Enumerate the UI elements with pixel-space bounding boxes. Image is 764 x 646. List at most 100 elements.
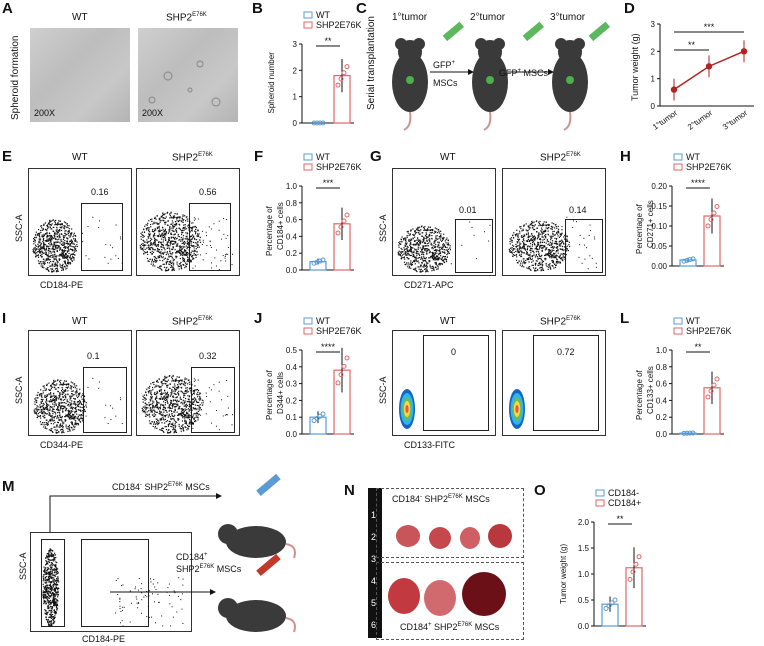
- flow-dot: [45, 389, 47, 391]
- flow-dot: [523, 224, 525, 226]
- flow-dot: [165, 426, 167, 428]
- flow-dot: [62, 429, 64, 431]
- flow-dot: [527, 267, 529, 270]
- flow-dot: [62, 402, 64, 404]
- flow-dot: [430, 229, 433, 231]
- flow-dot: [178, 418, 180, 420]
- flow-dot: [166, 252, 168, 254]
- data-point: [338, 76, 344, 82]
- flow-dot: [197, 408, 199, 410]
- flow-dot: [519, 244, 521, 246]
- flow-dot: [46, 428, 48, 430]
- flow-dot: [431, 247, 433, 249]
- flow-dot: [553, 249, 555, 252]
- flow-dot: [148, 246, 150, 248]
- flow-dot: [436, 255, 438, 257]
- flow-dot: [540, 264, 542, 266]
- flow-dot: [68, 424, 71, 426]
- flow-dot: [54, 232, 56, 235]
- flow-dot: [65, 426, 67, 428]
- flow-dot: [162, 219, 164, 221]
- flow-dot: [158, 390, 161, 393]
- panel-i-ylabel: SSC-A: [14, 376, 24, 404]
- flow-dot: [63, 255, 65, 257]
- flow-dot: [36, 255, 38, 257]
- flow-dot: [57, 247, 59, 249]
- flow-dot: [535, 247, 537, 249]
- flow-dot: [177, 419, 179, 421]
- flow-dot: [148, 228, 150, 230]
- flow-dot: [417, 248, 419, 250]
- flow-dot: [488, 240, 490, 242]
- flow-dot: [67, 250, 69, 252]
- flow-dot: [198, 394, 200, 396]
- flow-dot: [54, 268, 57, 270]
- flow-dot: [159, 397, 162, 400]
- flow-dot: [182, 383, 184, 385]
- flow-dot: [182, 428, 184, 430]
- flow-dot: [176, 386, 179, 389]
- flow-dot: [148, 220, 150, 222]
- flow-dots: [32, 216, 123, 273]
- flow-dot: [515, 253, 518, 256]
- flow-dot: [435, 243, 437, 245]
- flow-dot: [53, 596, 55, 598]
- flow-dot: [48, 601, 51, 603]
- flow-dot: [516, 245, 518, 247]
- flow-dot: [70, 234, 72, 236]
- flow-dot: [149, 235, 151, 237]
- flow-dot: [92, 377, 94, 379]
- flow-dot: [405, 264, 407, 266]
- flow-dot: [531, 220, 533, 223]
- flow-dot: [67, 247, 69, 249]
- flow-dot: [51, 237, 53, 240]
- flow-dot: [50, 418, 52, 420]
- flow-dot: [168, 375, 171, 377]
- flow-dot: [62, 407, 65, 410]
- mouse-3: [552, 38, 588, 131]
- flow-dot: [178, 400, 180, 402]
- flow-dot: [530, 224, 532, 226]
- flow-dot: [158, 420, 160, 422]
- flow-dot: [60, 384, 62, 386]
- flow-dot: [152, 402, 154, 404]
- flow-dot: [438, 236, 440, 238]
- flow-dot: [189, 405, 191, 407]
- flow-dot: [413, 244, 415, 246]
- flow-dot: [189, 383, 191, 385]
- flow-dot: [164, 251, 166, 253]
- flow-dot: [536, 256, 539, 258]
- flow-dot: [510, 251, 512, 253]
- flow-dot: [70, 232, 73, 235]
- flow-dot: [165, 267, 167, 269]
- flow-dot: [429, 232, 431, 234]
- flow-dot: [56, 416, 59, 418]
- flow-dot: [66, 427, 68, 430]
- flow-dot: [46, 398, 48, 400]
- flow-dot: [428, 259, 430, 262]
- flow-dot: [62, 410, 64, 412]
- flow-dot: [515, 243, 517, 246]
- flow-dot: [34, 241, 36, 243]
- flow-dot: [178, 228, 180, 230]
- flow-dot: [416, 237, 419, 239]
- flow-dot: [159, 229, 161, 231]
- data-point: [740, 48, 748, 55]
- flow-dot: [156, 223, 158, 225]
- legend-swatch-wt: [673, 317, 683, 325]
- flow-dot: [61, 428, 63, 431]
- flow-dot: [151, 398, 153, 400]
- flow-dot: [543, 221, 545, 223]
- flow-dot: [179, 257, 181, 260]
- flow-dot: [401, 241, 403, 243]
- flow-dot: [179, 249, 181, 252]
- flow-dot: [56, 241, 59, 243]
- flow-dot: [147, 260, 149, 262]
- flow-dot: [50, 252, 52, 254]
- flow-dot: [63, 246, 65, 249]
- flow-dot: [210, 228, 212, 230]
- flow-dot: [79, 409, 81, 411]
- flow-dot: [437, 238, 439, 240]
- flow-dot: [193, 393, 195, 395]
- flow-dot: [522, 225, 525, 227]
